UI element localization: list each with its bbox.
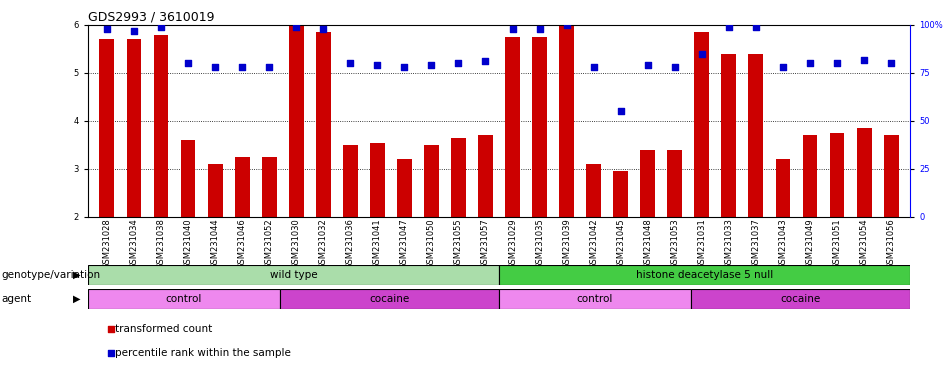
Bar [587,164,601,217]
Bar [289,25,304,217]
Point [694,51,710,57]
Bar [451,138,465,217]
Point [103,350,118,356]
Point [396,64,412,70]
Bar [857,128,871,217]
Bar [499,289,691,309]
Point [532,26,547,32]
Text: ▶: ▶ [73,294,80,304]
Bar [776,159,791,217]
Point [103,326,118,332]
Point [667,64,682,70]
Bar [316,32,331,217]
Bar [559,25,574,217]
Point [235,64,250,70]
Text: transformed count: transformed count [115,324,212,334]
Point [262,64,277,70]
Point [856,56,871,63]
Bar [722,54,736,217]
Bar [280,289,499,309]
Bar [88,289,280,309]
Point [505,26,520,32]
Bar [153,35,168,217]
Point [424,62,439,68]
Bar [613,171,628,217]
Point [127,28,142,34]
Text: wild type: wild type [270,270,317,280]
Point [830,60,845,66]
Point [640,62,656,68]
Bar [342,145,358,217]
Bar [667,150,682,217]
Point [342,60,358,66]
Point [451,60,466,66]
Bar [424,145,439,217]
Point [559,22,574,28]
Point [153,24,168,30]
Bar [802,136,817,217]
Point [370,62,385,68]
Point [207,64,222,70]
Text: percentile rank within the sample: percentile rank within the sample [115,348,291,358]
Point [802,60,817,66]
Text: cocaine: cocaine [780,294,820,304]
Bar [262,157,276,217]
Bar [505,37,520,217]
Bar [397,159,412,217]
Bar [694,32,710,217]
Point [721,24,736,30]
Bar [830,133,845,217]
Point [289,24,304,30]
Point [478,58,493,65]
Text: control: control [577,294,613,304]
Bar [691,289,910,309]
Bar [127,40,141,217]
Point [748,24,763,30]
Text: histone deacetylase 5 null: histone deacetylase 5 null [636,270,773,280]
Text: cocaine: cocaine [369,294,410,304]
Bar [884,136,899,217]
Bar [235,157,250,217]
Bar [478,136,493,217]
Bar [99,40,114,217]
Bar [499,265,910,285]
Bar [181,140,196,217]
Text: ▶: ▶ [73,270,80,280]
Bar [370,142,385,217]
Point [316,26,331,32]
Point [587,64,602,70]
Bar [640,150,656,217]
Point [613,108,628,114]
Text: control: control [166,294,202,304]
Bar [88,265,499,285]
Text: GDS2993 / 3610019: GDS2993 / 3610019 [88,11,215,24]
Bar [207,164,222,217]
Point [776,64,791,70]
Text: agent: agent [1,294,31,304]
Point [181,60,196,66]
Point [884,60,899,66]
Point [99,26,114,32]
Bar [533,37,547,217]
Text: genotype/variation: genotype/variation [1,270,100,280]
Bar [748,54,763,217]
